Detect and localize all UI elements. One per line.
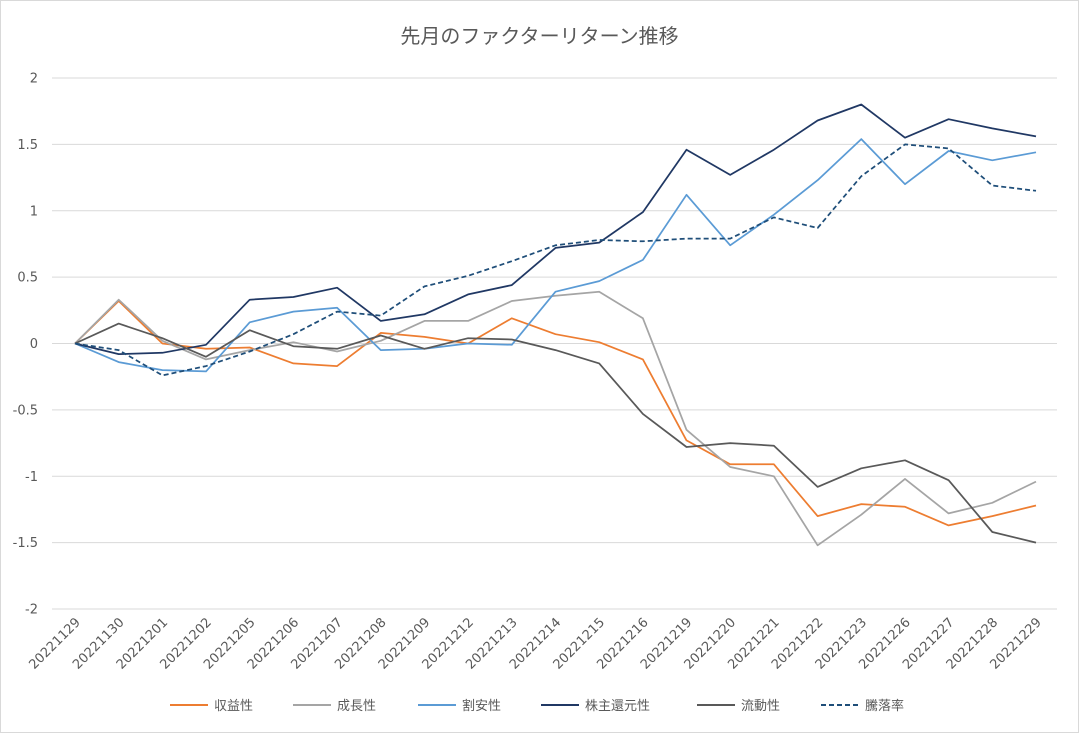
gridlines	[52, 77, 1057, 610]
legend-label: 流動性	[741, 699, 780, 714]
legend-label: 割安性	[462, 698, 501, 714]
series-line-2	[74, 290, 1037, 547]
legend: 収益性 成長性 割安性 株主還元性 流動性 騰落率	[170, 698, 904, 714]
legend-label: 株主還元性	[585, 699, 650, 714]
legend-label: 収益性	[214, 699, 253, 714]
series-line-6	[74, 143, 1037, 377]
series-line-4	[74, 103, 1037, 355]
y-tick-label: 2	[30, 72, 38, 87]
y-axis-ticks: 2 1.5 1 0.5 0 -0.5 -1 -1.5 -2	[13, 72, 38, 618]
chart-title: 先月のファクターリターン推移	[400, 24, 678, 48]
y-tick-label: 0	[30, 337, 38, 352]
y-tick-label: -1.5	[13, 536, 38, 551]
series-line-3	[74, 138, 1037, 373]
y-tick-label: 1	[30, 204, 38, 219]
y-tick-label: -1	[25, 470, 38, 485]
legend-label: 騰落率	[865, 698, 904, 714]
x-axis-ticks: 2022112920221130202212012022120220221205…	[26, 615, 1044, 672]
series-line-5	[74, 322, 1037, 544]
y-tick-label: -2	[25, 603, 38, 618]
y-tick-label: 0.5	[17, 271, 38, 286]
series-line-1	[74, 300, 1037, 527]
y-tick-label: 1.5	[17, 138, 38, 153]
series-lines	[74, 103, 1037, 547]
legend-label: 成長性	[337, 699, 376, 714]
y-tick-label: -0.5	[13, 403, 38, 418]
